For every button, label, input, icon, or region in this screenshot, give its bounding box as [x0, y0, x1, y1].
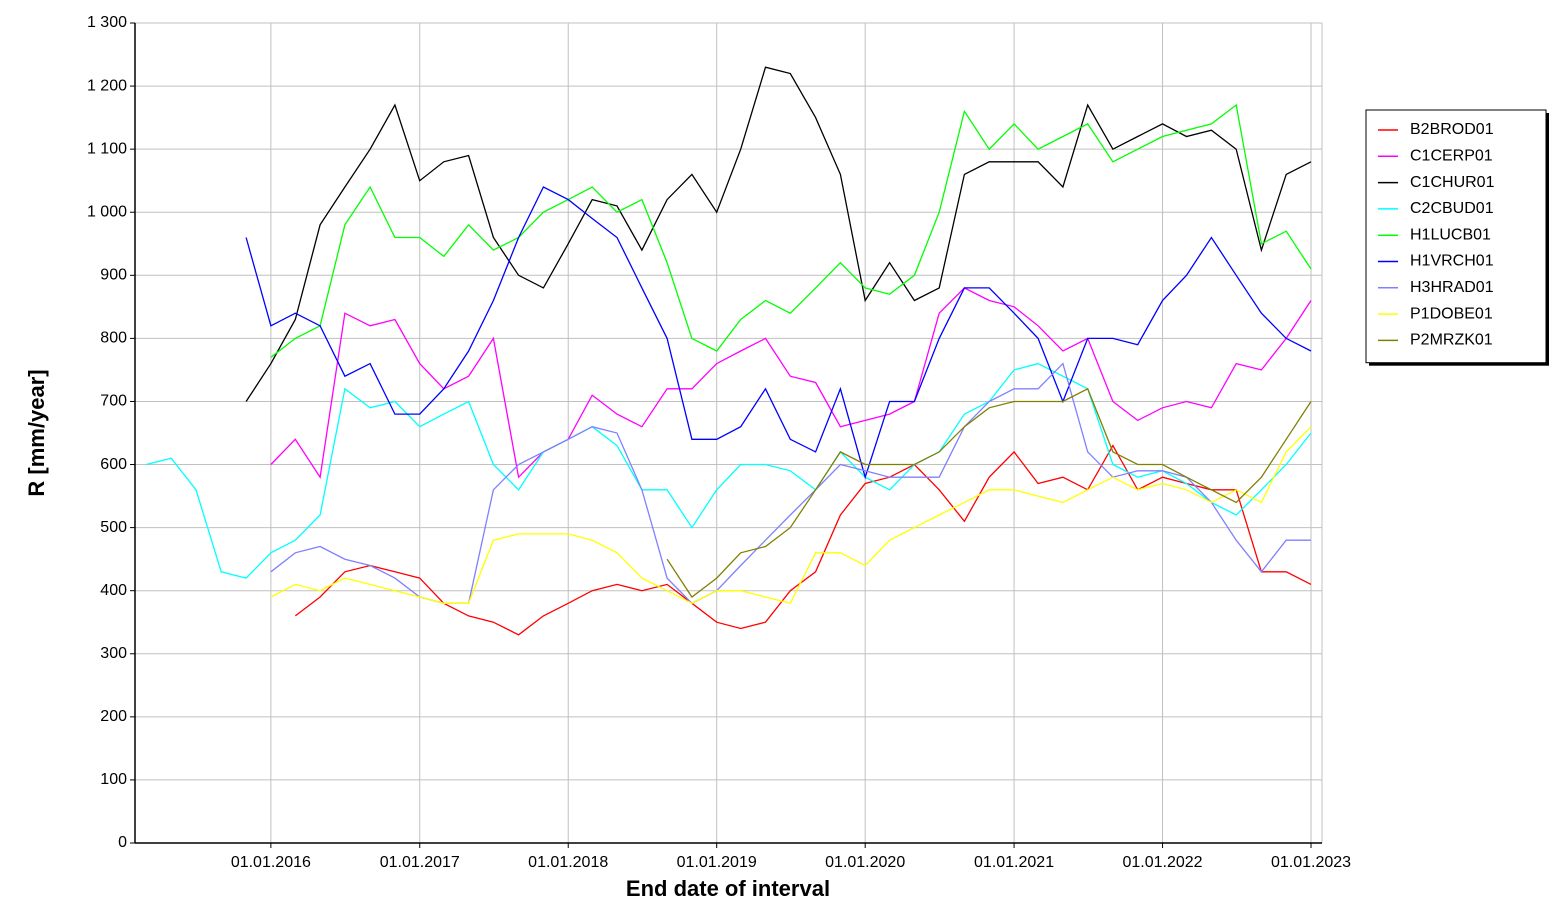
series-line	[270, 287, 1312, 479]
y-tick-label: 1 200	[87, 77, 127, 94]
series-line	[666, 387, 1312, 598]
x-tick-label: 01.01.2019	[677, 854, 757, 871]
x-tick-label: 01.01.2018	[528, 854, 608, 871]
legend-label: H3HRAD01	[1410, 279, 1494, 296]
series-line	[270, 426, 1312, 605]
y-tick-label: 900	[100, 267, 127, 284]
y-tick-label: 0	[118, 834, 127, 851]
y-axis-title: R [mm/year]	[24, 369, 49, 496]
x-tick-label: 01.01.2020	[825, 854, 905, 871]
series-line	[294, 444, 1312, 636]
series-line	[245, 66, 1312, 402]
y-tick-label: 600	[100, 456, 127, 473]
y-tick-label: 1 000	[87, 203, 127, 220]
x-tick-label: 01.01.2023	[1271, 854, 1351, 871]
legend-box	[1365, 109, 1547, 364]
y-tick-label: 300	[100, 645, 127, 662]
series-line	[146, 362, 1312, 579]
y-tick-label: 200	[100, 708, 127, 725]
legend-label: C2CBUD01	[1410, 200, 1494, 217]
legend-label: B2BROD01	[1410, 121, 1494, 138]
y-tick-label: 100	[100, 771, 127, 788]
legend-label: C1CERP01	[1410, 148, 1493, 165]
x-tick-label: 01.01.2016	[231, 854, 311, 871]
x-axis-title: End date of interval	[626, 876, 830, 901]
legend-label: P1DOBE01	[1410, 305, 1493, 322]
y-tick-label: 400	[100, 582, 127, 599]
legend-label: C1CHUR01	[1410, 174, 1495, 191]
x-tick-label: 01.01.2017	[380, 854, 460, 871]
x-tick-label: 01.01.2022	[1123, 854, 1203, 871]
y-tick-label: 1 300	[87, 14, 127, 31]
y-tick-label: 500	[100, 519, 127, 536]
legend-label: H1LUCB01	[1410, 226, 1491, 243]
y-tick-label: 1 100	[87, 140, 127, 157]
series-line	[270, 362, 1311, 605]
legend-label: H1VRCH01	[1410, 253, 1494, 270]
y-tick-label: 700	[100, 393, 127, 410]
x-tick-label: 01.01.2021	[974, 854, 1054, 871]
series-line	[270, 103, 1312, 358]
legend-label: P2MRZK01	[1410, 332, 1493, 349]
y-tick-label: 800	[100, 330, 127, 347]
series-line	[245, 186, 1312, 480]
